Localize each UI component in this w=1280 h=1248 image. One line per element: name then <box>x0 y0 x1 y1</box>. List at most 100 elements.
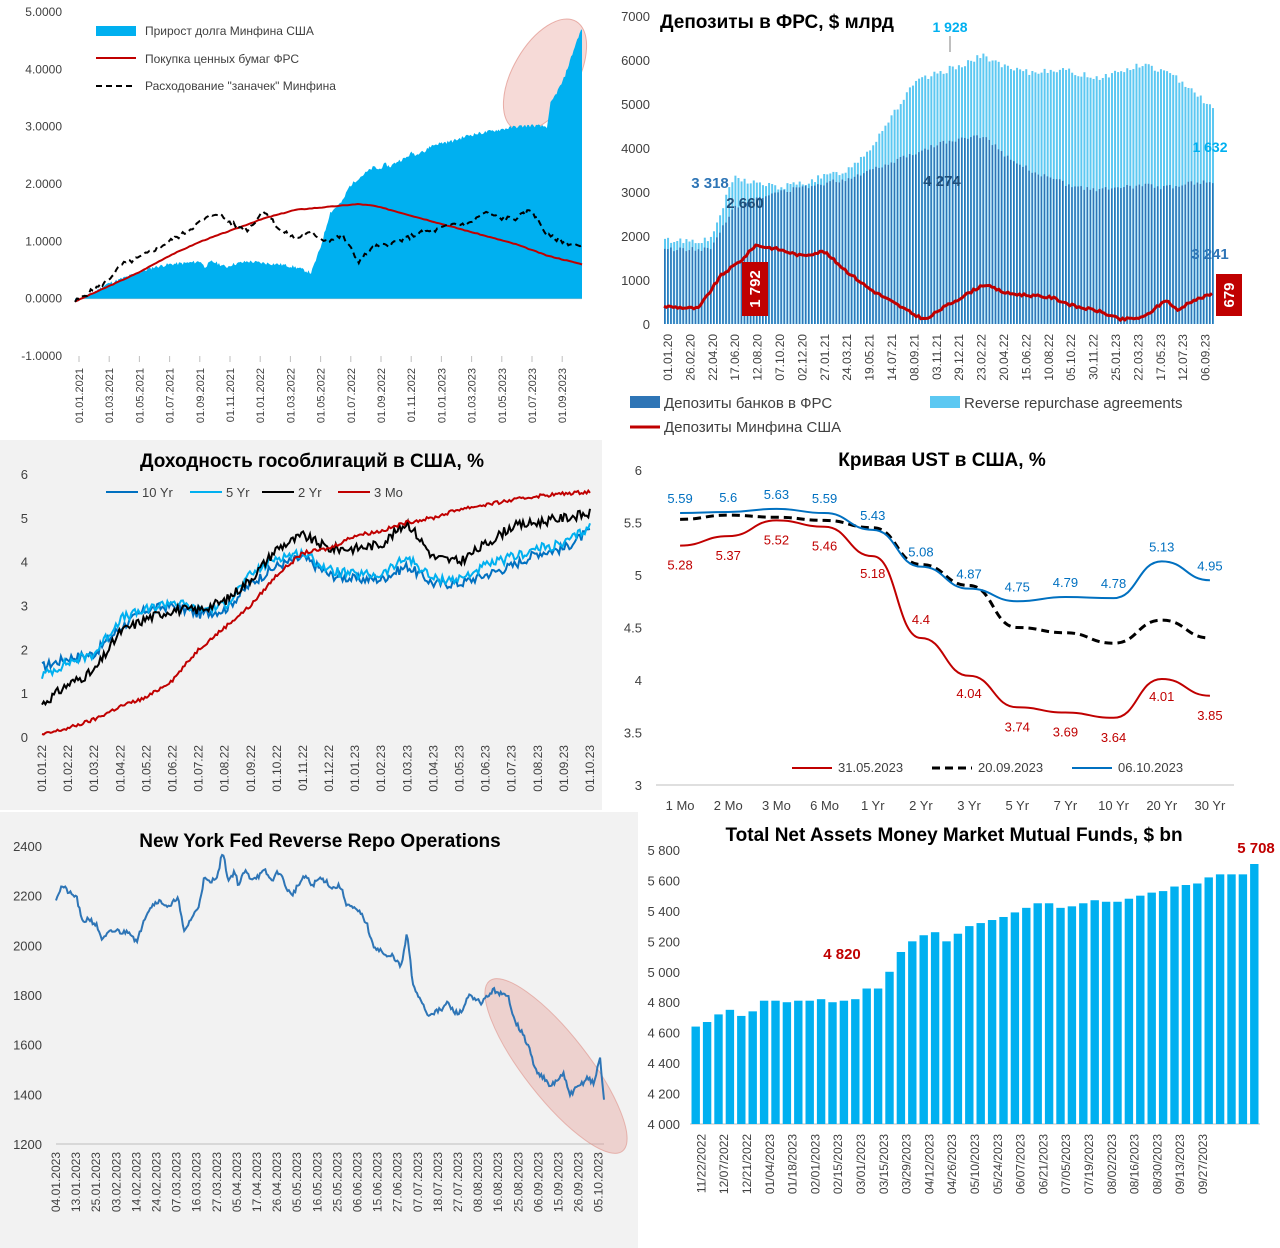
x-tick-label: 3 Mo <box>762 798 791 813</box>
x-tick-label: 04/26/2023 <box>945 1134 959 1194</box>
x-tick-label: 22.03.23 <box>1131 334 1145 381</box>
value-label-red: 5.52 <box>764 532 789 547</box>
bar <box>1044 903 1054 1124</box>
bar-bank <box>1123 187 1125 324</box>
x-tick-label: 17.05.23 <box>1154 334 1168 381</box>
x-tick-label: 07.10.20 <box>773 334 787 381</box>
bar-bank <box>691 247 694 324</box>
bar-bank <box>768 195 770 324</box>
x-tick-label: 01.11.22 <box>296 745 310 791</box>
bar-bank <box>1175 186 1177 324</box>
x-tick-label: 12.07.23 <box>1176 334 1190 381</box>
bar-bank <box>1022 166 1024 324</box>
bar-bank <box>1043 174 1046 324</box>
bar <box>1056 907 1065 1124</box>
bar <box>1090 900 1099 1124</box>
y-tick-label: 1400 <box>13 1087 42 1102</box>
x-tick-label: 04/12/2023 <box>922 1134 936 1194</box>
ust-curve-chart: 6 5.5 5 4.5 4 3.5 3 Кривая UST в США, % 1 Mo 2 Mo… <box>624 450 1234 813</box>
bar-bank <box>911 155 914 324</box>
bar-bank <box>780 190 782 324</box>
bar-bank <box>1016 163 1018 324</box>
x-tick-label: 03.11.21 <box>930 334 944 380</box>
y-tick-label: 1000 <box>621 273 650 288</box>
bar-bank <box>786 191 788 324</box>
x-tick-label: 08/16/2023 <box>1128 1134 1142 1194</box>
y-tick-label: 5000 <box>621 97 650 112</box>
x-tick-label: 7 Yr <box>1054 798 1078 813</box>
x-tick-label: 01.03.23 <box>400 745 414 792</box>
bar-bank <box>1000 151 1003 324</box>
bar-bank <box>927 149 929 324</box>
x-tick-label: 18.07.2023 <box>431 1152 445 1212</box>
chart-title: Доходность гособлигаций в США, % <box>140 451 484 472</box>
value-label-red: 3.69 <box>1053 725 1078 740</box>
value-label-blue: 4.95 <box>1197 558 1222 573</box>
y-tick-label: 5 600 <box>647 873 680 888</box>
bar-bank <box>1110 188 1113 324</box>
x-tick-label: 15.06.2023 <box>371 1152 385 1212</box>
value-label-blue: 5.63 <box>764 487 789 502</box>
bar <box>805 1000 814 1124</box>
bar-bank <box>890 162 893 324</box>
bar-bank <box>1068 184 1070 324</box>
x-tick-label: 25.08.2023 <box>511 1152 525 1212</box>
bar <box>1067 906 1077 1124</box>
legend-label: 5 Yr <box>226 485 250 500</box>
bar-bank <box>774 192 776 324</box>
value-label-blue: 5.13 <box>1149 539 1174 554</box>
y-tick-label: -1.0000 <box>21 349 62 363</box>
bar <box>1181 885 1191 1124</box>
x-tick-label: 01/18/2023 <box>786 1134 800 1194</box>
x-tick-label: 01.08.23 <box>531 745 545 792</box>
bar-bank <box>951 141 954 324</box>
bar-bank <box>703 247 706 324</box>
bar-bank <box>988 139 991 324</box>
x-tick-label: 01.02.22 <box>61 745 75 792</box>
x-tick-label: 01.03.2022 <box>285 368 297 423</box>
bar-bank <box>1101 188 1104 324</box>
x-tick-label: 09/27/2023 <box>1196 1134 1210 1194</box>
bar-bank <box>1031 172 1033 324</box>
bar <box>1033 903 1042 1124</box>
x-tick-label: 25.01.23 <box>1109 334 1123 381</box>
bar <box>942 941 951 1124</box>
x-tick-label: 01.07.23 <box>505 745 519 792</box>
bar-bank <box>918 152 920 324</box>
bar-bank <box>709 249 712 324</box>
bar-bank <box>664 248 666 324</box>
bar-bank <box>1150 184 1153 324</box>
bar-bank <box>706 247 709 324</box>
bar-bank <box>887 164 889 324</box>
legend-swatch-bank <box>630 396 660 408</box>
x-tick-label: 6 Mo <box>810 798 839 813</box>
bar <box>794 1000 803 1124</box>
x-tick-label: 03/29/2023 <box>900 1134 914 1194</box>
x-tick-label: 01.07.22 <box>192 745 206 792</box>
bar-bank <box>670 247 672 324</box>
x-tick-label: 01.09.23 <box>557 745 571 792</box>
x-tick-label: 12/07/2022 <box>717 1134 731 1194</box>
bar <box>987 920 997 1124</box>
label-bank-end: 3 241 <box>1191 246 1229 263</box>
y-tick-label: 4.5 <box>624 621 642 636</box>
bar-bank <box>1037 174 1039 324</box>
x-tick-label: 01.05.2021 <box>134 368 146 423</box>
label-bank-2020: 2 660 <box>726 195 764 212</box>
series-line-rrp <box>55 853 605 1100</box>
x-tick-label: 08.08.2023 <box>471 1152 485 1212</box>
legend-label: Депозиты банков в ФРС <box>664 395 832 412</box>
bar-bank <box>1172 188 1174 324</box>
bar <box>1193 883 1202 1124</box>
value-label-blue: 5.59 <box>667 491 692 506</box>
series-line-3 <box>41 488 591 736</box>
x-tick-label: 01.01.22 <box>35 745 49 792</box>
x-tick-label: 01.11.2022 <box>406 368 418 422</box>
bar-bank <box>1061 180 1064 324</box>
x-tick-label: 01.08.22 <box>218 745 232 792</box>
x-tick-label: 05.05.2023 <box>290 1152 304 1212</box>
bar-bank <box>1212 183 1214 324</box>
x-tick-label: 12.08.20 <box>751 334 765 381</box>
bar-bank <box>667 249 669 324</box>
series-line-0 <box>680 519 1210 719</box>
